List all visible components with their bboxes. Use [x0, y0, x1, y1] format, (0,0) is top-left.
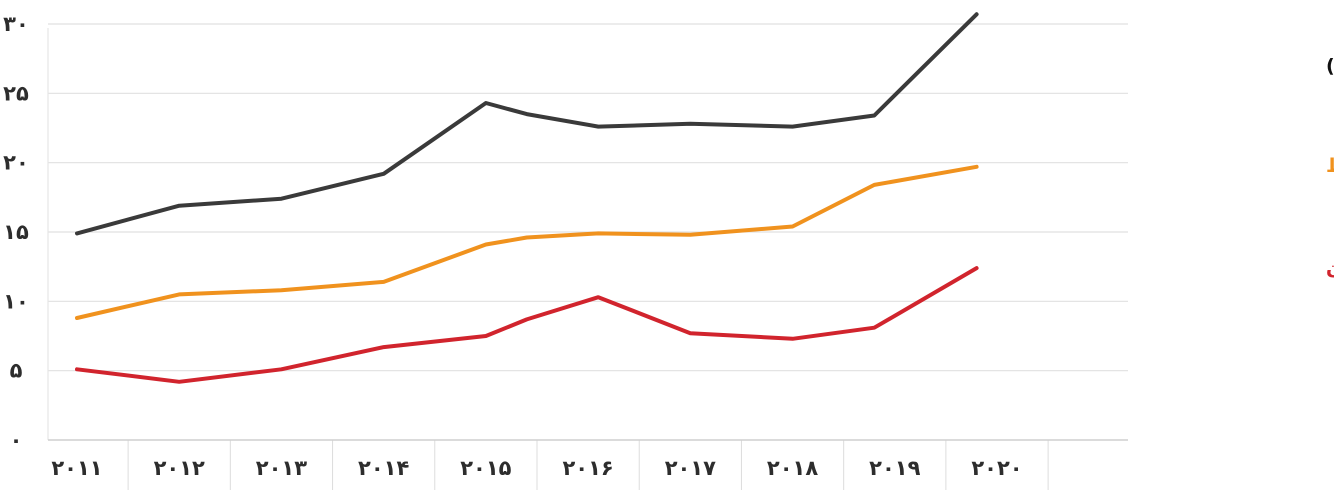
x-tick-label-0: ۲۰۱۱ [51, 456, 102, 480]
y-tick-label-0: ۰ [10, 428, 23, 452]
series-labels: درآمد بالا (در حال توسعه) درآمد متوسط درآم… [1326, 53, 1334, 278]
y-tick-label-30: ۳۰ [3, 12, 29, 36]
x-tick-label-6: ۲۰۱۷ [665, 456, 716, 480]
gridlines [47, 23, 1128, 490]
y-axis-ticks: ۰ ۵ ۱۰ ۱۵ ۲۰ ۲۵ ۳۰ [3, 12, 29, 452]
y-tick-label-10: ۱۰ [3, 289, 29, 313]
x-tick-label-5: ۲۰۱۶ [562, 456, 613, 480]
y-tick-label-20: ۲۰ [3, 151, 29, 175]
series-label-0: درآمد بالا (در حال توسعه) [1326, 53, 1334, 77]
series-label-2: درآمد پایین [1326, 254, 1334, 278]
x-tick-label-8: ۲۰۱۹ [869, 456, 920, 480]
series-line-1 [75, 164, 979, 320]
series-line-2 [75, 266, 979, 384]
x-tick-label-7: ۲۰۱۸ [767, 456, 818, 480]
series-label-1: درآمد متوسط [1326, 153, 1334, 177]
y-tick-label-15: ۱۵ [3, 220, 29, 244]
series-lines [75, 12, 979, 384]
y-tick-label-5: ۵ [10, 359, 23, 383]
y-tick-label-25: ۲۵ [3, 81, 29, 105]
x-tick-label-9: ۲۰۲۰ [971, 456, 1022, 480]
x-axis-ticks: ۲۰۱۱ ۲۰۱۲ ۲۰۱۳ ۲۰۱۴ ۲۰۱۵ ۲۰۱۶ ۲۰۱۷ ۲۰۱۸ ۲۰۱۹ ۲۰۲۰ [51, 456, 1022, 480]
x-tick-label-1: ۲۰۱۲ [154, 456, 205, 480]
x-tick-label-4: ۲۰۱۵ [460, 456, 511, 480]
x-tick-label-3: ۲۰۱۴ [358, 456, 409, 480]
series-line-0 [75, 12, 979, 236]
x-tick-label-2: ۲۰۱۳ [256, 456, 307, 480]
